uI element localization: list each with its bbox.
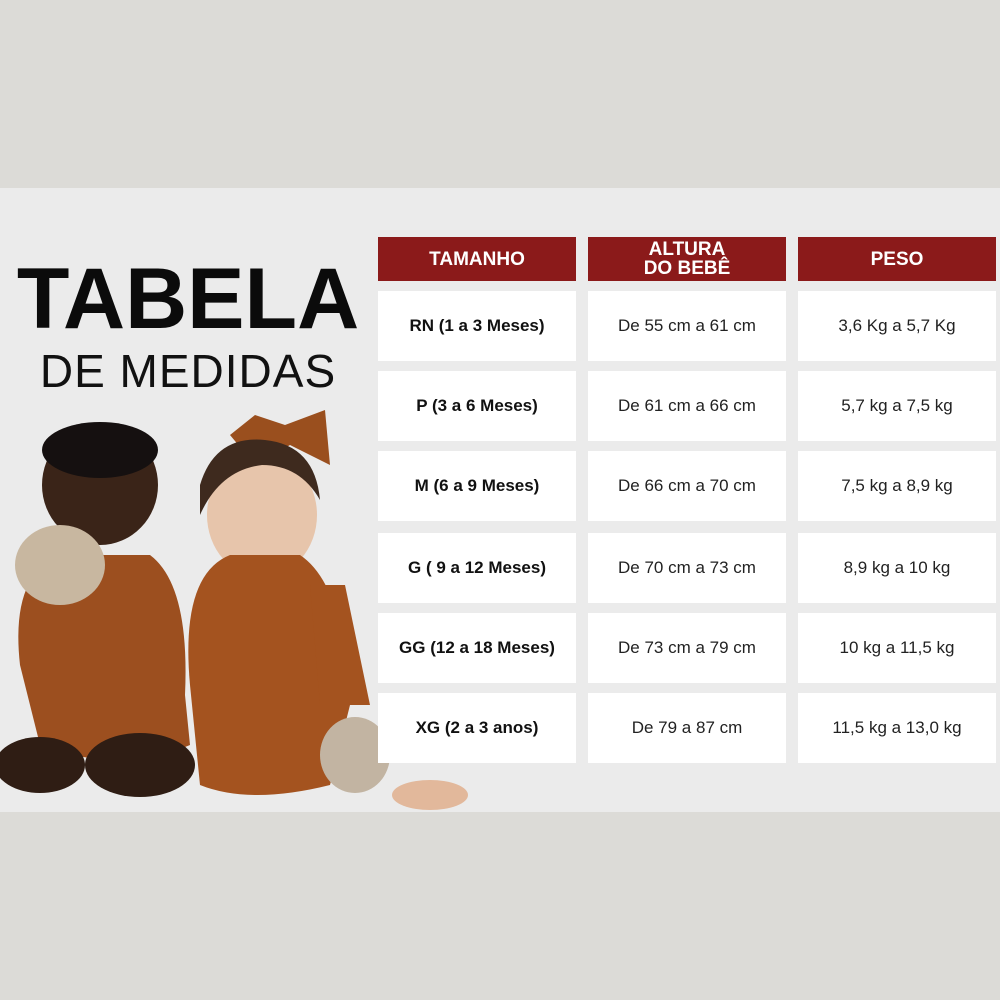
table-cell-height: De 55 cm a 61 cm: [588, 291, 786, 361]
table-cell-weight: 3,6 Kg a 5,7 Kg: [798, 291, 996, 361]
table-cell-weight: 7,5 kg a 8,9 kg: [798, 451, 996, 521]
babies-photo: [0, 410, 468, 810]
table-cell-height: De 70 cm a 73 cm: [588, 533, 786, 603]
table-cell-weight: 10 kg a 11,5 kg: [798, 613, 996, 683]
table-cell-height: De 66 cm a 70 cm: [588, 451, 786, 521]
table-cell-size: P (3 a 6 Meses): [378, 371, 576, 441]
baby-left: [0, 422, 195, 797]
header-altura: ALTURA DO BEBÊ: [588, 237, 786, 281]
table-cell-size: G ( 9 a 12 Meses): [378, 533, 576, 603]
table-cell-weight: 8,9 kg a 10 kg: [798, 533, 996, 603]
header-peso: PESO: [798, 237, 996, 281]
table-cell-height: De 79 a 87 cm: [588, 693, 786, 763]
table-cell-size: M (6 a 9 Meses): [378, 451, 576, 521]
table-cell-weight: 11,5 kg a 13,0 kg: [798, 693, 996, 763]
table-cell-size: GG (12 a 18 Meses): [378, 613, 576, 683]
title-line1: TABELA: [16, 251, 360, 347]
title-line2: DE MEDIDAS: [39, 345, 337, 397]
baby-right: [188, 410, 468, 810]
table-cell-height: De 73 cm a 79 cm: [588, 613, 786, 683]
table-cell-height: De 61 cm a 66 cm: [588, 371, 786, 441]
table-cell-size: XG (2 a 3 anos): [378, 693, 576, 763]
table-cell-size: RN (1 a 3 Meses): [378, 291, 576, 361]
table-cell-weight: 5,7 kg a 7,5 kg: [798, 371, 996, 441]
header-tamanho: TAMANHO: [378, 237, 576, 281]
